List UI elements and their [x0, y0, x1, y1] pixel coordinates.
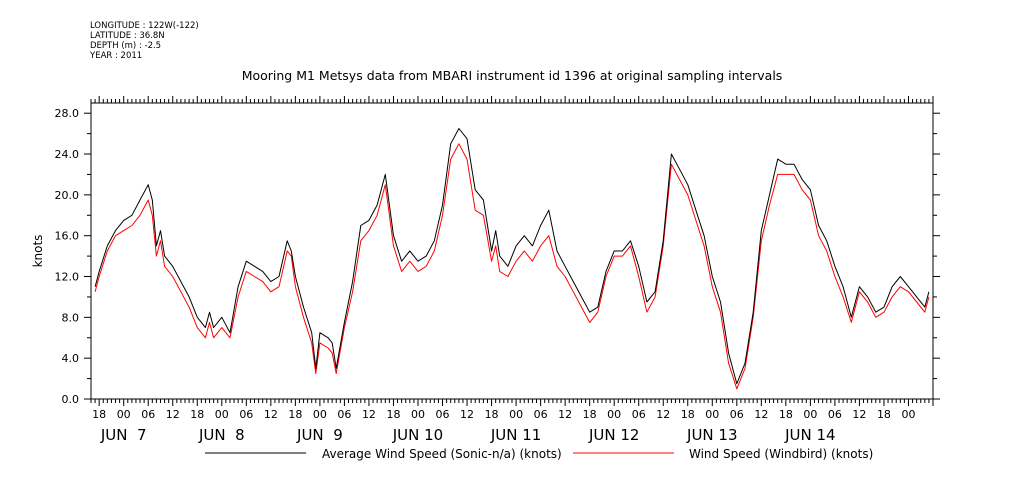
- x-tick-label: 12: [264, 408, 278, 421]
- y-tick-label: 24.0: [55, 148, 80, 161]
- x-tick-label: 18: [190, 408, 204, 421]
- x-tick-label: 18: [386, 408, 400, 421]
- series-line-windbird: [94, 143, 930, 390]
- y-tick-label: 16.0: [55, 230, 80, 243]
- y-tick-label: 8.0: [62, 311, 80, 324]
- series-line-sonic: [94, 128, 930, 385]
- x-tick-label: 00: [803, 408, 817, 421]
- x-tick-label: 12: [754, 408, 768, 421]
- minor-ticks: [84, 96, 940, 406]
- x-tick-label: 06: [828, 408, 842, 421]
- metadata-block: LONGITUDE : 122W(-122) LATITUDE : 36.8N …: [90, 21, 199, 61]
- y-tick-label: 0.0: [62, 393, 80, 406]
- x-tick-label: 00: [215, 408, 229, 421]
- x-tick-label: 06: [534, 408, 548, 421]
- x-tick-label: 06: [436, 408, 450, 421]
- x-tick-label: 12: [558, 408, 572, 421]
- longitude-label: LONGITUDE : 122W(-122): [90, 21, 199, 31]
- x-tick-label: 00: [313, 408, 327, 421]
- x-tick-label: 00: [411, 408, 425, 421]
- x-tick-label: 18: [92, 408, 106, 421]
- series-group: [94, 128, 930, 390]
- x-tick-label: 12: [166, 408, 180, 421]
- x-tick-label: 00: [509, 408, 523, 421]
- y-tick-label: 20.0: [55, 189, 80, 202]
- y-tick-label: 28.0: [55, 107, 80, 120]
- x-tick-label: 18: [583, 408, 597, 421]
- legend: Average Wind Speed (Sonic-n/a) (knots) W…: [205, 447, 873, 461]
- x-tick-label: 06: [141, 408, 155, 421]
- x-tick-label: 12: [362, 408, 376, 421]
- x-axis: 18 00 06 12 18 00 06 12 18 00 06 12 18 00 06 12 18 00 06 12…: [92, 408, 915, 444]
- x-tick-label: 18: [485, 408, 499, 421]
- legend-label-windbird: Wind Speed (Windbird) (knots): [689, 447, 873, 461]
- y-tick-label: 12.0: [55, 271, 80, 284]
- y-axis-label: knots: [31, 235, 45, 268]
- x-tick-label: 00: [607, 408, 621, 421]
- chart-title: Mooring M1 Metsys data from MBARI instru…: [242, 68, 783, 83]
- x-tick-label: 06: [632, 408, 646, 421]
- legend-label-sonic: Average Wind Speed (Sonic-n/a) (knots): [322, 447, 562, 461]
- x-tick-label: 18: [877, 408, 891, 421]
- x-tick-label: 00: [117, 408, 131, 421]
- x-tick-label: 00: [705, 408, 719, 421]
- x-tick-label: 12: [852, 408, 866, 421]
- x-date-label: JUN 7: [100, 426, 147, 444]
- plot-frame: [90, 102, 934, 400]
- depth-label: DEPTH (m) : -2.5: [90, 41, 162, 51]
- x-tick-label: 06: [730, 408, 744, 421]
- x-date-label: JUN 13: [686, 426, 737, 444]
- x-tick-label: 18: [779, 408, 793, 421]
- latitude-label: LATITUDE : 36.8N: [90, 31, 165, 41]
- x-tick-label: 18: [681, 408, 695, 421]
- x-date-label: JUN 9: [296, 426, 343, 444]
- x-date-label: JUN 8: [198, 426, 245, 444]
- x-tick-label: 12: [460, 408, 474, 421]
- year-label: YEAR : 2011: [90, 51, 143, 61]
- x-tick-label: 06: [239, 408, 253, 421]
- x-date-label: JUN 10: [392, 426, 443, 444]
- x-date-label: JUN 14: [784, 426, 835, 444]
- x-tick-label: 00: [901, 408, 915, 421]
- y-tick-label: 4.0: [62, 352, 80, 365]
- x-tick-label: 12: [656, 408, 670, 421]
- x-tick-label: 18: [288, 408, 302, 421]
- x-tick-label: 06: [337, 408, 351, 421]
- y-axis: 0.0 4.0 8.0 12.0 16.0 20.0 24.0 28.0: [55, 107, 80, 406]
- x-date-label: JUN 11: [490, 426, 541, 444]
- x-date-label: JUN 12: [588, 426, 639, 444]
